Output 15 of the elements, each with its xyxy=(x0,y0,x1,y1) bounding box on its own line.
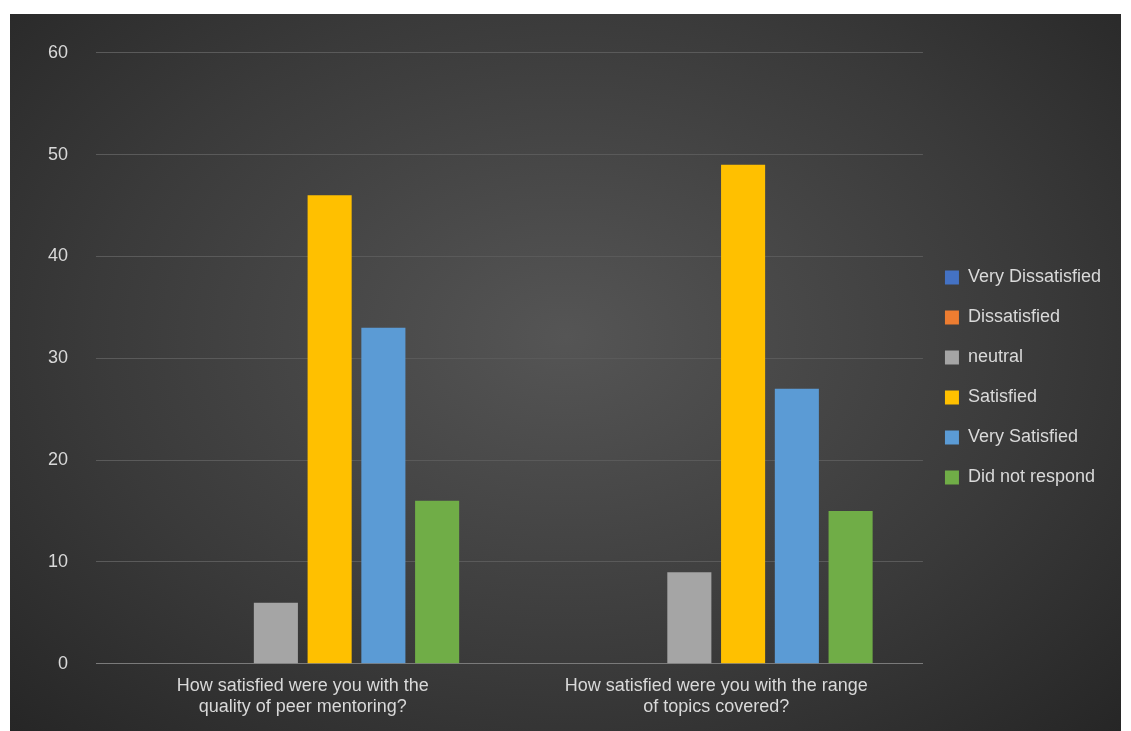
y-tick-label: 0 xyxy=(58,652,69,673)
y-tick-label: 40 xyxy=(47,245,69,266)
x-tick-label: How satisfied were you with the quality of peer mentoring? xyxy=(176,674,429,717)
y-tick-label: 30 xyxy=(47,347,69,368)
legend-label: neutral xyxy=(967,346,1023,367)
legend-label: Dissatisfied xyxy=(967,306,1060,327)
legend-label: Satisfied xyxy=(967,386,1037,407)
y-tick-label: 50 xyxy=(47,143,69,164)
legend-label: Did not respond xyxy=(967,466,1096,487)
y-tick-label: 20 xyxy=(47,449,69,470)
legend-label: Very Satisfied xyxy=(967,426,1079,447)
y-tick-label: 60 xyxy=(47,41,69,62)
y-tick-label: 10 xyxy=(47,550,69,571)
x-tick-label: How satisfied were you with the range of topics covered? xyxy=(564,674,868,717)
legend-label: Very Dissatisfied xyxy=(967,266,1102,287)
